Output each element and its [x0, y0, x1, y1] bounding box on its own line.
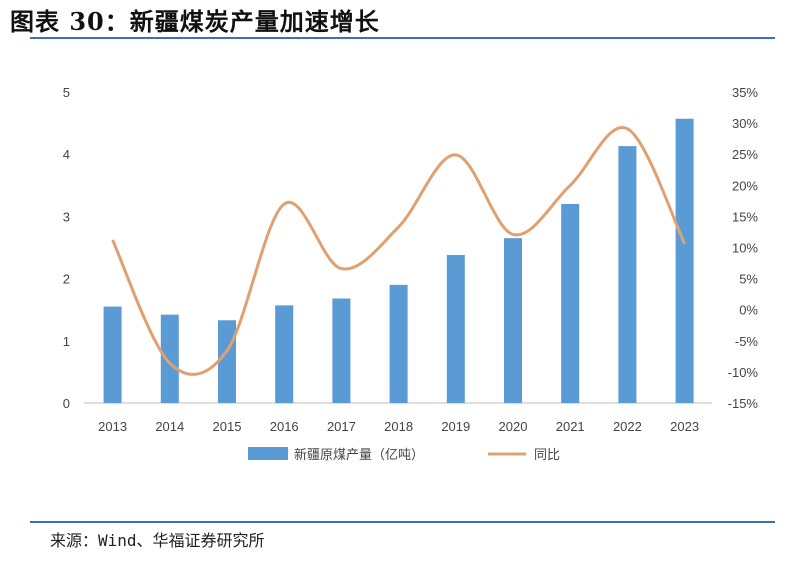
x-tick-label: 2019	[441, 419, 470, 434]
legend-line-label: 同比	[534, 448, 560, 463]
yoy-line-series	[111, 125, 686, 376]
x-tick-label: 2015	[213, 419, 242, 434]
bar	[218, 320, 236, 403]
right-tick-label: 35%	[732, 85, 758, 100]
left-tick-label: 2	[63, 272, 70, 287]
left-tick-label: 0	[63, 396, 70, 411]
source-note: 来源：Wind、华福证券研究所	[50, 531, 265, 550]
right-tick-label: 5%	[739, 272, 758, 287]
x-tick-label: 2013	[98, 419, 127, 434]
left-tick-label: 3	[63, 209, 70, 224]
x-tick-label: 2017	[327, 419, 356, 434]
bar	[103, 306, 122, 403]
bar	[332, 298, 351, 403]
right-tick-label: 15%	[732, 209, 758, 224]
bar	[389, 284, 408, 403]
x-tick-label: 2014	[155, 419, 184, 434]
right-tick-label: -5%	[735, 334, 759, 349]
footer-divider	[30, 521, 775, 523]
title-divider	[30, 37, 775, 39]
bar	[275, 305, 294, 403]
bar	[446, 254, 465, 403]
left-axis-ticks: 0 1 2 3 4 5	[63, 85, 70, 411]
x-tick-label: 2020	[499, 419, 528, 434]
right-tick-label: 10%	[732, 241, 758, 256]
bar	[618, 146, 637, 403]
bar	[561, 203, 580, 403]
x-tick-label: 2016	[270, 419, 299, 434]
x-tick-label: 2021	[556, 419, 585, 434]
left-tick-label: 4	[63, 147, 70, 162]
legend-bar-swatch	[248, 447, 288, 460]
bar-series	[103, 118, 694, 403]
legend-bar-label: 新疆原煤产量（亿吨）	[294, 447, 424, 463]
bar	[675, 118, 694, 403]
x-tick-label: 2022	[613, 419, 642, 434]
right-tick-label: 20%	[732, 178, 758, 193]
right-tick-label: -10%	[728, 365, 759, 380]
legend: 新疆原煤产量（亿吨） 同比	[248, 447, 560, 463]
right-tick-label: -15%	[728, 396, 759, 411]
bar	[160, 314, 179, 403]
right-tick-label: 30%	[732, 116, 758, 131]
left-tick-label: 1	[63, 334, 70, 349]
left-tick-label: 5	[63, 85, 70, 100]
right-axis-ticks: -15% -10% -5% 0% 5% 10% 15% 20% 25% 30% 35%	[728, 85, 759, 411]
right-tick-label: 25%	[732, 147, 758, 162]
chart-title: 图表 30：新疆煤炭产量加速增长	[10, 7, 380, 36]
x-tick-label: 2018	[384, 419, 413, 434]
bar	[504, 238, 522, 403]
x-tick-label: 2023	[670, 419, 699, 434]
right-tick-label: 0%	[739, 303, 758, 318]
x-axis-ticks: 2013 2014 2015 2016 2017 2018 2019 2020 2021 2022…	[98, 419, 699, 434]
